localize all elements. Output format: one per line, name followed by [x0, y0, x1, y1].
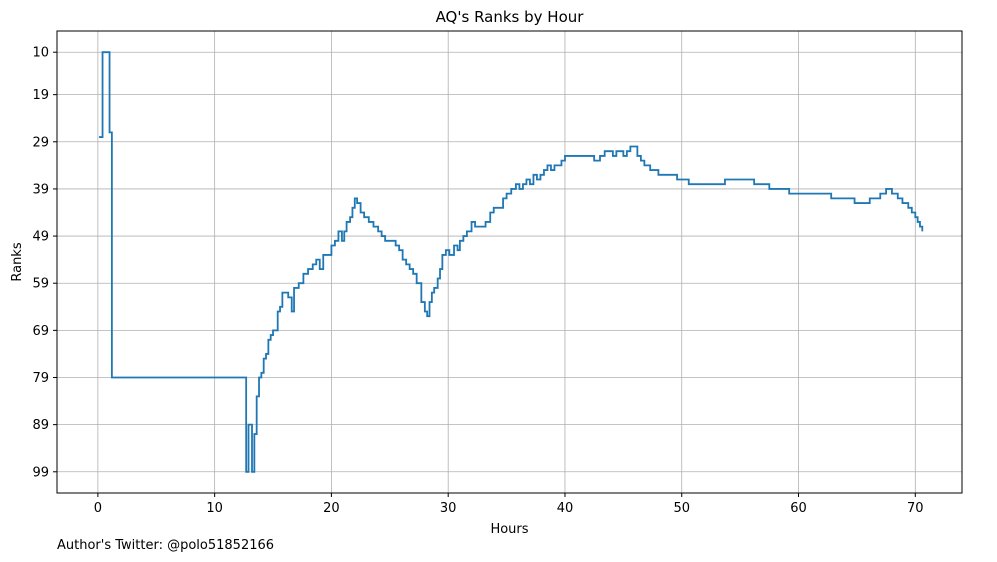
- y-tick-label: 39: [32, 182, 49, 197]
- y-tick-label: 10: [32, 46, 49, 61]
- y-axis-ticks: 10 19 29 39 49 59 69 79 89 99: [32, 46, 57, 480]
- x-tick-label: 40: [557, 501, 574, 516]
- x-tick-label: 0: [94, 501, 102, 516]
- y-tick-label: 69: [32, 324, 49, 339]
- y-tick-label: 99: [32, 465, 49, 480]
- y-axis-label: Ranks: [10, 242, 25, 281]
- author-credit: Author's Twitter: @polo51852166: [57, 538, 275, 553]
- y-tick-label: 59: [32, 277, 49, 292]
- y-tick-label: 49: [32, 230, 49, 245]
- grid: [57, 31, 962, 493]
- x-tick-label: 20: [323, 501, 340, 516]
- x-tick-label: 10: [206, 501, 223, 516]
- y-tick-label: 19: [32, 88, 49, 103]
- chart-title: AQ's Ranks by Hour: [436, 8, 585, 26]
- x-tick-label: 50: [673, 501, 690, 516]
- x-axis-label: Hours: [490, 522, 528, 537]
- y-tick-label: 29: [32, 135, 49, 150]
- x-tick-label: 60: [790, 501, 807, 516]
- x-tick-label: 30: [440, 501, 457, 516]
- y-tick-label: 79: [32, 371, 49, 386]
- x-axis-ticks: 0 10 20 30 40 50 60 70: [94, 493, 924, 516]
- plot-frame: [56, 30, 963, 494]
- x-tick-label: 70: [907, 501, 924, 516]
- y-tick-label: 89: [32, 418, 49, 433]
- rank-step-line: [99, 51, 924, 473]
